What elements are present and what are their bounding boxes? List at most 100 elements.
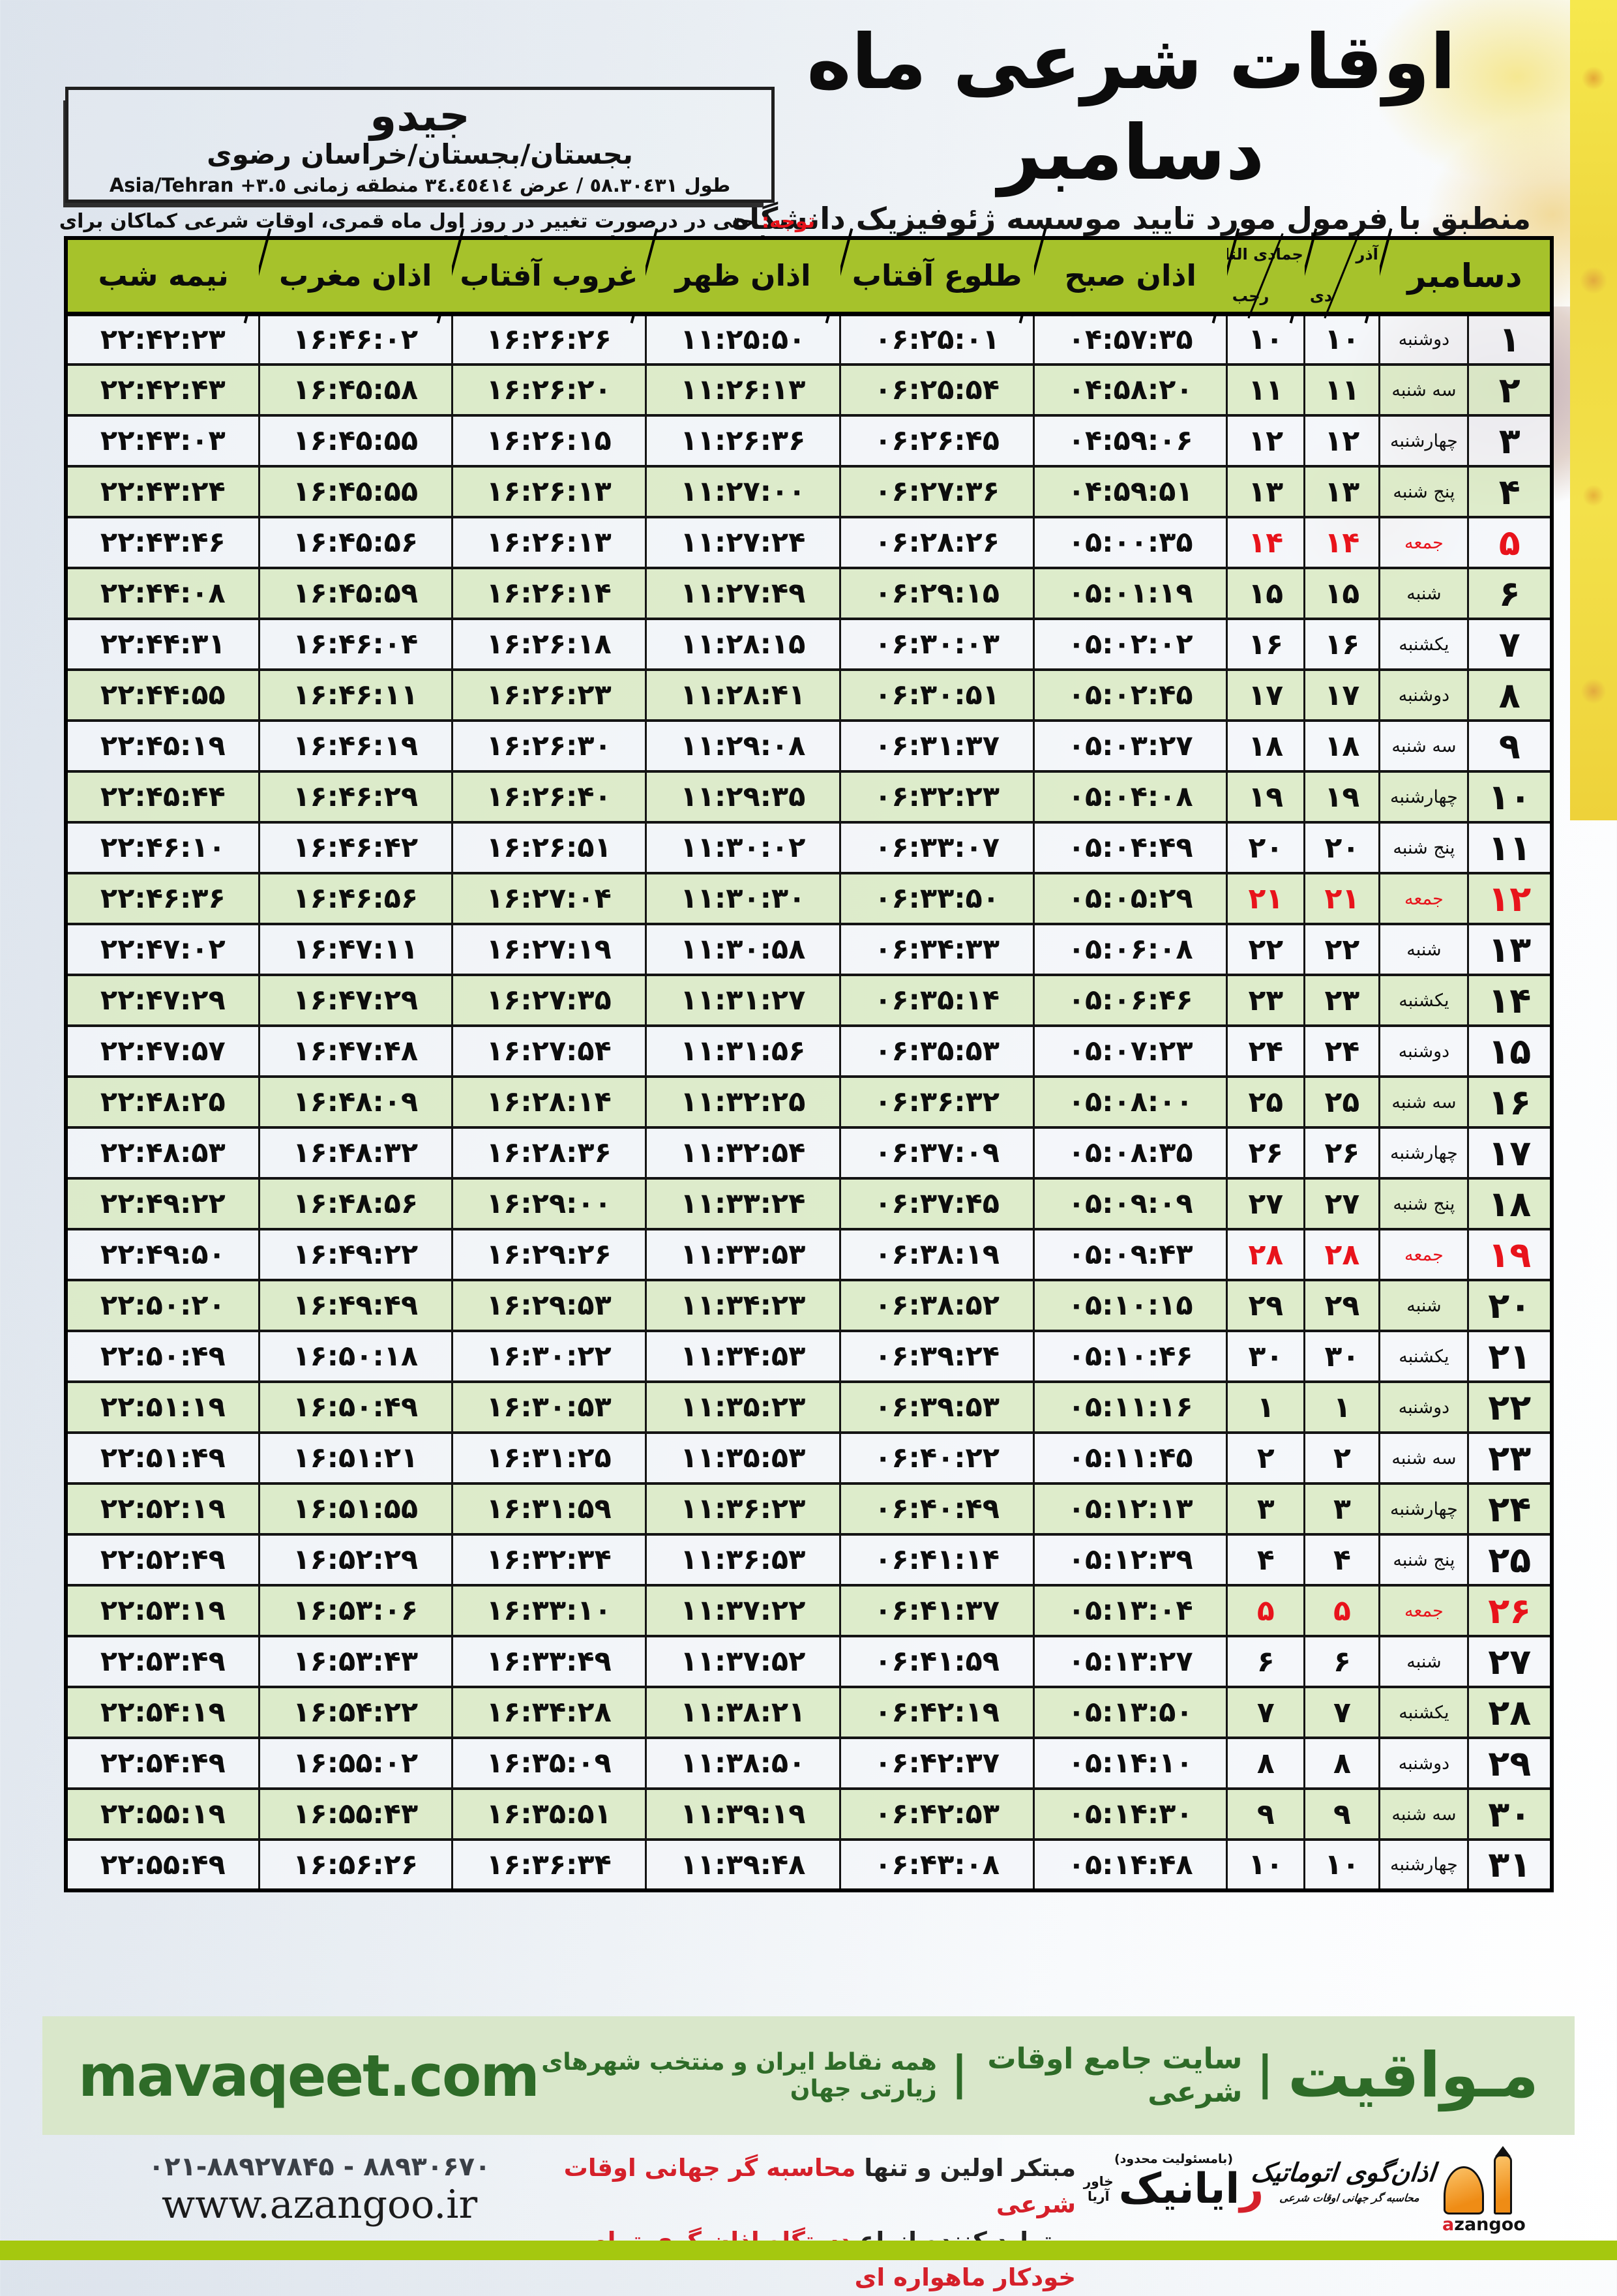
table-row: ۲۶ جمعه ۵ ۵ ۰۵:۱۳:۰۴ ۰۶:۴۱:۳۷ ۱۱:۳۷:۲۲ ۱… [65,1584,1553,1637]
hijri-date: ۱۲ [1226,414,1306,468]
hijri-date: ۱ [1226,1380,1306,1434]
sunrise-time: ۰۶:۳۵:۱۴ [839,974,1035,1027]
azan-zohr-label: اذان ظهر [675,258,811,293]
minaret-shape [1494,2154,1512,2214]
hijri-date: ۳۰ [1226,1330,1306,1383]
jalali-date: ۱۷ [1303,668,1381,722]
azan-sobh-time: ۰۵:۱۴:۱۰ [1033,1737,1228,1790]
azan-maghreb-time: ۱۶:۴۷:۴۸ [258,1024,453,1078]
sunrise-time: ۰۶:۳۷:۴۵ [839,1177,1035,1230]
weekday: چهارشنبه [1378,1838,1470,1892]
col-header-azan-sobh: اذان صبح [1033,238,1227,316]
azan-maghreb-time: ۱۶:۴۵:۵۹ [258,567,453,620]
midnight-time: ۲۲:۵۵:۱۹ [65,1787,260,1841]
midnight-time: ۲۲:۴۲:۴۳ [65,363,260,417]
midnight-time: ۲۲:۴۷:۰۲ [65,923,260,976]
sunrise-time: ۰۶:۴۳:۰۸ [839,1838,1035,1892]
sunrise-time: ۰۶:۳۸:۵۲ [839,1279,1035,1332]
rayanik-name-row: رایانیک خاور آریا [1082,2166,1265,2212]
azan-maghreb-time: ۱۶:۴۵:۵۵ [258,465,453,518]
azan-maghreb-time: ۱۶:۵۰:۴۹ [258,1380,453,1434]
weekday: پنج شنبه [1378,1177,1470,1230]
sunset-time: ۱۶:۲۷:۳۵ [451,974,647,1027]
jalali-date: ۲۰ [1303,821,1381,874]
promo-line-1: مبتکر اولین و تنها محاسبه گر جهانی اوقات… [502,2150,1076,2223]
azan-maghreb-time: ۱۶:۴۸:۰۹ [258,1075,453,1129]
weekday: جمعه [1378,1228,1470,1281]
sunrise-time: ۰۶:۲۹:۱۵ [839,567,1035,620]
weekday: سه شنبه [1378,719,1470,773]
midnight-time: ۲۲:۵۳:۴۹ [65,1635,260,1688]
midnight-time: ۲۲:۴۸:۵۳ [65,1126,260,1180]
midnight-time: ۲۲:۴۷:۲۹ [65,974,260,1027]
jalali-date: ۲۷ [1303,1177,1381,1230]
table-row: ۱۸ پنج شنبه ۲۷ ۲۷ ۰۵:۰۹:۰۹ ۰۶:۳۷:۴۵ ۱۱:۳… [65,1177,1553,1230]
sunrise-time: ۰۶:۳۸:۱۹ [839,1228,1035,1281]
azangoo-promo-text: مبتکر اولین و تنها محاسبه گر جهانی اوقات… [502,2150,1076,2296]
azan-sobh-time: ۰۵:۰۶:۰۸ [1033,923,1228,976]
col-header-azan-maghreb: اذان مغرب [259,238,452,316]
azan-maghreb-time: ۱۶:۵۴:۲۲ [258,1686,453,1739]
diagonal-divider [1324,233,1360,319]
sunset-time: ۱۶:۲۸:۱۴ [451,1075,647,1129]
weekday: شنبه [1378,1279,1470,1332]
azan-zohr-time: ۱۱:۲۶:۱۳ [644,363,842,417]
sunrise-time: ۰۶:۳۵:۵۳ [839,1024,1035,1078]
rayanik-sub1: خاور [1083,2173,1114,2190]
table-row: ۲۵ پنج شنبه ۴ ۴ ۰۵:۱۲:۳۹ ۰۶:۴۱:۱۴ ۱۱:۳۶:… [65,1533,1553,1587]
hijri-date: ۲۲ [1226,923,1306,976]
jalali-date: ۲۹ [1303,1279,1381,1332]
december-day: ۶ [1467,567,1553,620]
azan-zohr-time: ۱۱:۳۷:۲۲ [644,1584,842,1637]
december-day: ۲۴ [1467,1482,1553,1536]
azan-sobh-time: ۰۵:۱۱:۱۶ [1033,1380,1228,1434]
azan-zohr-time: ۱۱:۲۷:۲۴ [644,516,842,569]
jalali-date: ۷ [1303,1686,1381,1739]
midnight-time: ۲۲:۵۳:۱۹ [65,1584,260,1637]
jalali-date: ۲۴ [1303,1024,1381,1078]
azan-zohr-time: ۱۱:۳۳:۲۴ [644,1177,842,1230]
mosque-dome-icon [1442,2144,1524,2214]
location-box: جیدو بجستان/بجستان/خراسان رضوی طول ٥٨.٣٠… [65,87,775,203]
sunset-time: ۱۶:۳۳:۴۹ [451,1635,647,1688]
december-day: ۱۲ [1467,872,1553,925]
midnight-time: ۲۲:۵۱:۱۹ [65,1380,260,1434]
sunset-time: ۱۶:۲۶:۱۸ [451,618,647,671]
col-header-jalali-month: آذر دی [1304,233,1380,319]
azan-maghreb-label: اذان مغرب [278,258,432,293]
azan-zohr-time: ۱۱:۲۹:۰۸ [644,719,842,773]
rayanik-initial: ر [1239,2165,1264,2213]
jalali-date: ۹ [1303,1787,1381,1841]
hijri-date: ۴ [1226,1533,1306,1587]
december-day: ۱ [1467,312,1553,366]
hijri-date: ۱۰ [1226,312,1306,366]
jalali-date: ۲۸ [1303,1228,1381,1281]
midnight-time: ۲۲:۴۴:۳۱ [65,618,260,671]
jalali-date: ۱۱ [1303,363,1381,417]
table-row: ۱۵ دوشنبه ۲۴ ۲۴ ۰۵:۰۷:۲۳ ۰۶:۳۵:۵۳ ۱۱:۳۱:… [65,1024,1553,1078]
weekday: جمعه [1378,872,1470,925]
jalali-date: ۱۰ [1303,1838,1381,1892]
december-day: ۲۸ [1467,1686,1553,1739]
sunset-time: ۱۶:۳۱:۲۵ [451,1431,647,1485]
azan-zohr-time: ۱۱:۳۱:۵۶ [644,1024,842,1078]
azan-sobh-time: ۰۵:۱۳:۵۰ [1033,1686,1228,1739]
december-day: ۱۳ [1467,923,1553,976]
table-row: ۴ پنج شنبه ۱۳ ۱۳ ۰۴:۵۹:۵۱ ۰۶:۲۷:۳۶ ۱۱:۲۷… [65,465,1553,518]
azan-zohr-time: ۱۱:۳۴:۵۳ [644,1330,842,1383]
table-row: ۲۲ دوشنبه ۱ ۱ ۰۵:۱۱:۱۶ ۰۶:۳۹:۵۳ ۱۱:۳۵:۲۳… [65,1380,1553,1434]
azan-maghreb-time: ۱۶:۴۶:۴۲ [258,821,453,874]
azangoo-latin-name: azangoo [1442,2214,1526,2235]
azan-sobh-time: ۰۵:۰۹:۴۳ [1033,1228,1228,1281]
times-table-body: ۱ دوشنبه ۱۰ ۱۰ ۰۴:۵۷:۳۵ ۰۶:۲۵:۰۱ ۱۱:۲۵:۵… [65,312,1553,1892]
table-row: ۶ شنبه ۱۵ ۱۵ ۰۵:۰۱:۱۹ ۰۶:۲۹:۱۵ ۱۱:۲۷:۴۹ … [65,567,1553,620]
azan-sobh-time: ۰۵:۱۰:۱۵ [1033,1279,1228,1332]
midnight-time: ۲۲:۵۴:۱۹ [65,1686,260,1739]
midnight-time: ۲۲:۴۵:۱۹ [65,719,260,773]
weekday: یکشنبه [1378,1330,1470,1383]
hijri-date: ۱۷ [1226,668,1306,722]
weekday: یکشنبه [1378,1686,1470,1739]
jalali-date: ۲۳ [1303,974,1381,1027]
december-day: ۱۶ [1467,1075,1553,1129]
december-day: ۲۵ [1467,1533,1553,1587]
